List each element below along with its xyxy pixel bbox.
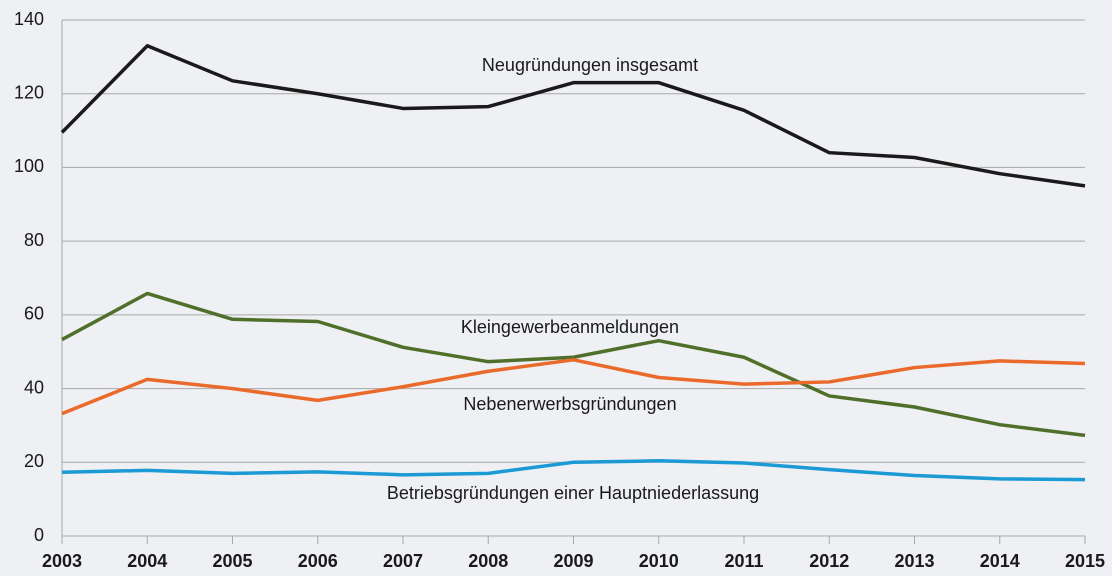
y-tick-label: 20 [24, 451, 44, 471]
y-tick-label: 60 [24, 304, 44, 324]
series-line [61, 459, 1086, 482]
series-label: Betriebsgründungen einer Hauptniederlass… [387, 483, 759, 503]
series-line [61, 358, 1086, 416]
y-tick-label: 100 [14, 156, 44, 176]
x-tick-label: 2011 [724, 551, 763, 571]
series-line [60, 44, 1086, 188]
series-label: Neugründungen insgesamt [482, 55, 698, 75]
x-tick-label: 2013 [894, 551, 934, 571]
y-tick-label: 40 [24, 377, 44, 397]
y-tick-label: 140 [14, 9, 44, 29]
x-tick-label: 2005 [212, 551, 252, 571]
x-tick-label: 2006 [298, 551, 338, 571]
series-line [61, 291, 1086, 438]
series-label: Nebenerwerbsgründungen [463, 394, 676, 414]
series-label: Kleingewerbeanmeldungen [461, 317, 679, 337]
x-tick-label: 2015 [1065, 551, 1105, 571]
x-tick-label: 2009 [553, 551, 593, 571]
x-tick-label: 2014 [980, 551, 1020, 571]
x-tick-label: 2007 [383, 551, 423, 571]
y-tick-label: 120 [14, 82, 44, 102]
x-tick-label: 2012 [809, 551, 849, 571]
x-tick-label: 2003 [42, 551, 82, 571]
y-tick-label: 80 [24, 230, 44, 250]
x-tick-label: 2008 [468, 551, 508, 571]
x-tick-label: 2010 [639, 551, 679, 571]
y-tick-label: 0 [34, 525, 44, 545]
x-tick-label: 2004 [127, 551, 167, 571]
